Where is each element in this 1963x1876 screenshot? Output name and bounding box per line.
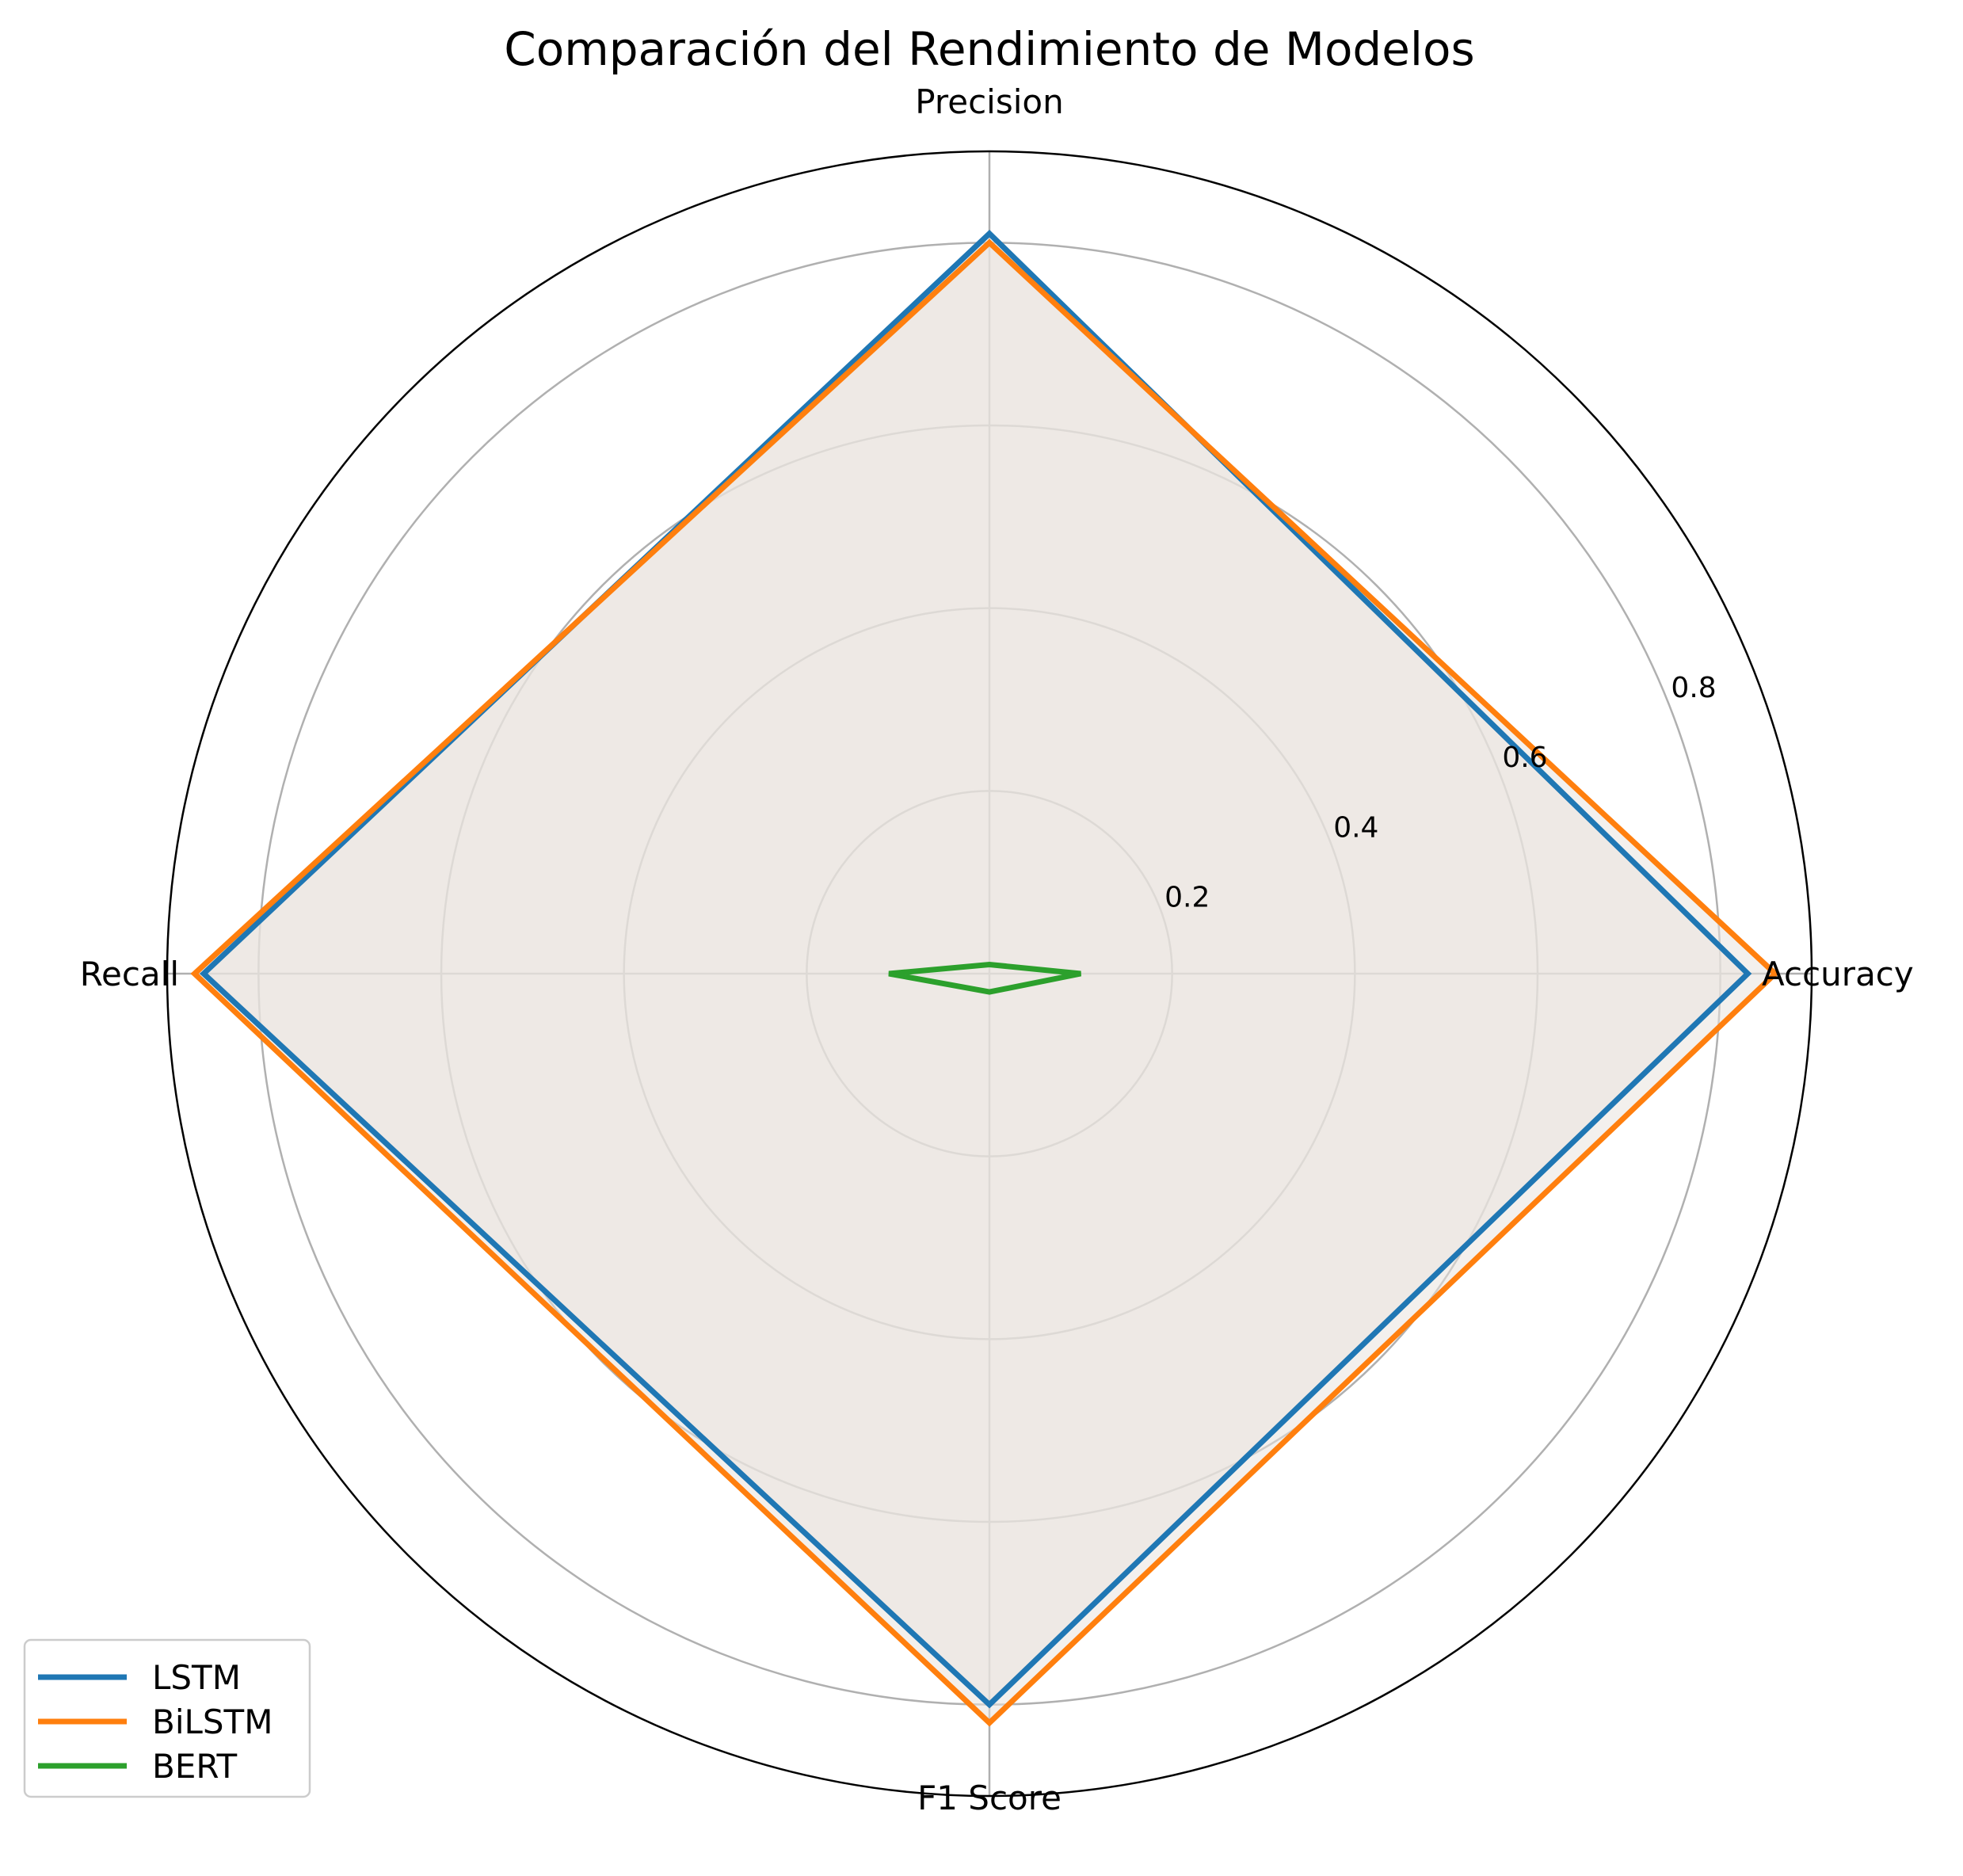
- legend-label-lstm: LSTM: [152, 1658, 241, 1697]
- label-layer: 0.2 0.4 0.6 0.8 Accuracy Precision Recall F1 Sc…: [80, 82, 1914, 1817]
- series-line-bilstm: [190, 238, 1780, 1727]
- legend-label-bilstm: BiLSTM: [152, 1703, 273, 1741]
- series-line-bert: [888, 961, 1081, 995]
- axis-label-accuracy: Accuracy: [1762, 955, 1914, 993]
- axis-label-recall: Recall: [80, 955, 179, 993]
- legend: LSTM BiLSTM BERT: [23, 1638, 311, 1798]
- axis-label-precision: Precision: [915, 82, 1063, 121]
- r-tick-label: 0.2: [1164, 882, 1210, 914]
- r-tick-label: 0.4: [1333, 811, 1378, 844]
- chart-title: Comparación del Rendimiento de Modelos: [504, 22, 1475, 76]
- axis-label-f1-score: F1 Score: [917, 1779, 1062, 1817]
- outer-frame: [166, 150, 1813, 1798]
- series-layer: [190, 229, 1780, 1727]
- legend-label-bert: BERT: [152, 1747, 237, 1786]
- r-tick-label: 0.8: [1671, 672, 1716, 704]
- r-tick-label: 0.6: [1502, 742, 1547, 774]
